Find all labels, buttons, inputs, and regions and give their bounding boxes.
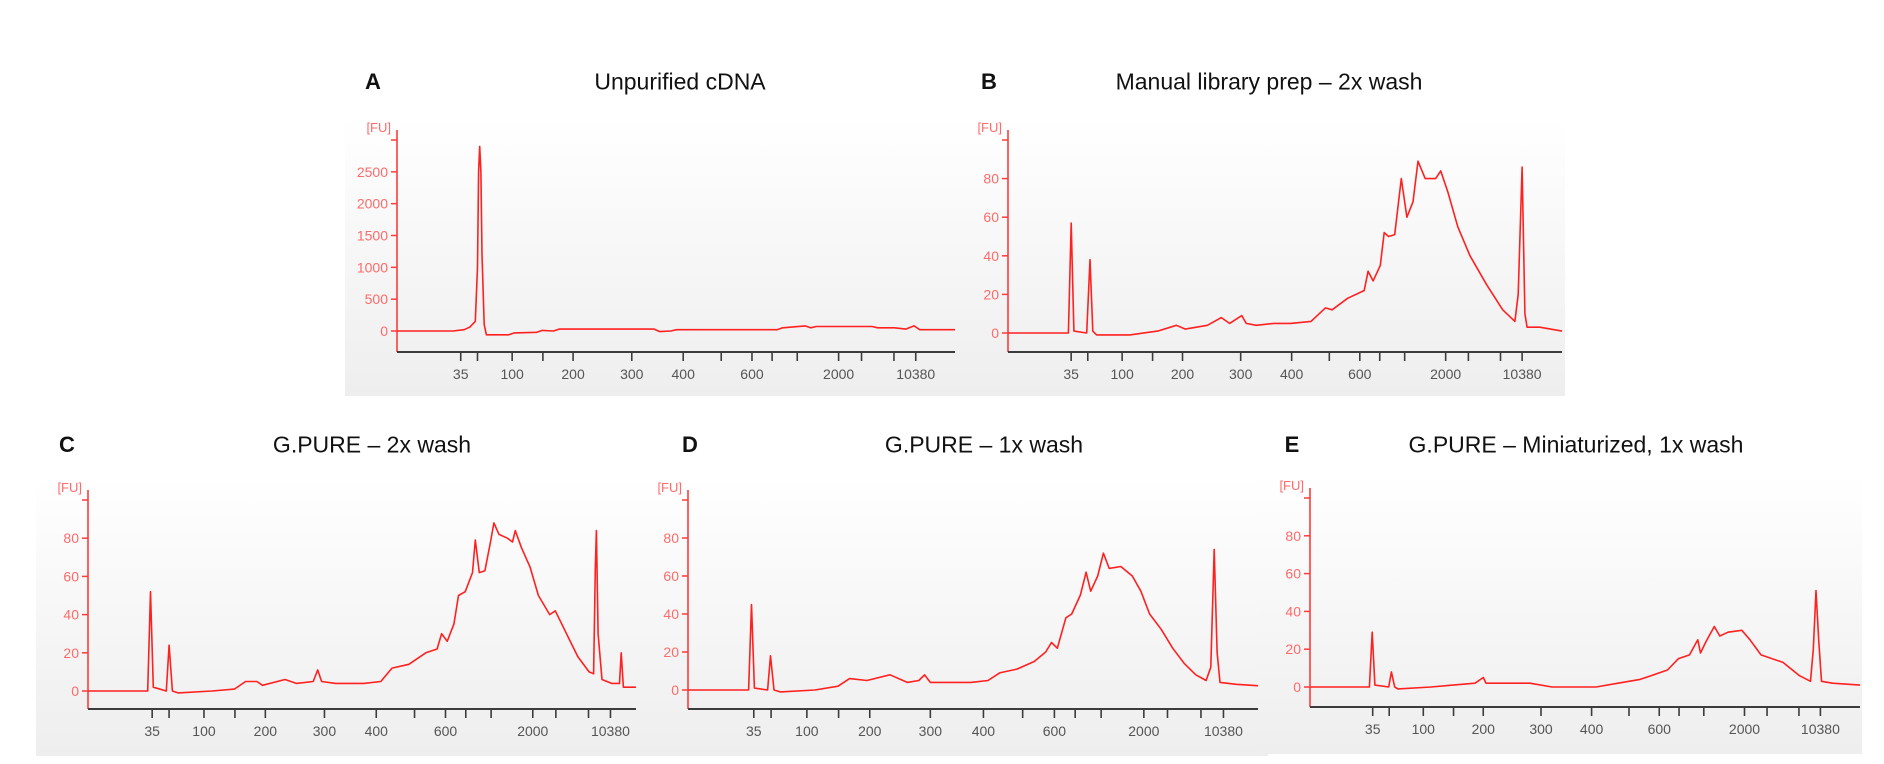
y-tick-label: 500 <box>365 291 389 307</box>
x-tick-label: 400 <box>972 723 996 739</box>
y-axis-label: [FU] <box>977 120 1002 135</box>
y-tick-label: 2500 <box>357 164 388 180</box>
y-tick-label: 20 <box>63 645 79 661</box>
x-tick-label: 300 <box>919 723 943 739</box>
x-tick-label: 10380 <box>896 366 935 382</box>
y-tick-label: 40 <box>983 248 999 264</box>
x-tick-label: 100 <box>500 366 524 382</box>
y-tick-label: 60 <box>663 568 679 584</box>
panel-label-e: E <box>1284 432 1300 457</box>
electropherogram-trace-e <box>1310 589 1861 690</box>
y-tick-label: 0 <box>71 683 79 699</box>
x-tick-label: 600 <box>740 366 764 382</box>
x-tick-label: 200 <box>1472 721 1496 737</box>
x-tick-label: 35 <box>144 723 160 739</box>
electropherogram-trace-c <box>88 522 651 694</box>
x-tick-label: 35 <box>1063 366 1079 382</box>
y-tick-label: 80 <box>1285 528 1301 544</box>
x-tick-label: 400 <box>672 366 696 382</box>
x-tick-label: 100 <box>1110 366 1134 382</box>
x-tick-label: 2000 <box>1128 723 1159 739</box>
panel-c: 0 20 40 60 80 [FU] 35 100 200 300 400 600 2000 10380 <box>36 476 656 756</box>
y-tick-label: 0 <box>671 682 679 698</box>
x-tick-label: 200 <box>858 723 882 739</box>
x-tick-label: 100 <box>1412 721 1436 737</box>
y-tick-label: 2000 <box>357 196 388 212</box>
plot-background <box>955 118 1565 396</box>
panel-e: 0 20 40 60 80 [FU] 35 100 200 300 400 600 2000 10380 <box>1258 474 1862 754</box>
y-axis-label: [FU] <box>57 480 82 495</box>
plot-background <box>636 476 1268 756</box>
x-tick-label: 2000 <box>517 723 548 739</box>
y-tick-label: 20 <box>663 644 679 660</box>
panel-a: 0 500 1000 1500 2000 2500 [FU] 35 100 200 300 400 60… <box>345 118 960 396</box>
electropherogram-trace-a <box>397 145 956 336</box>
electropherogram-trace-d <box>688 548 1266 693</box>
x-tick-label: 600 <box>434 723 458 739</box>
x-tick-label: 10380 <box>1204 723 1243 739</box>
y-tick-label: 80 <box>663 530 679 546</box>
y-tick-label: 80 <box>983 171 999 187</box>
panel-title-d: G.PURE – 1x wash <box>884 431 1084 458</box>
x-tick-label: 200 <box>254 723 278 739</box>
x-tick-label: 35 <box>1365 721 1381 737</box>
y-tick-label: 40 <box>663 606 679 622</box>
x-tick-label: 300 <box>313 723 337 739</box>
x-tick-label: 300 <box>1229 366 1253 382</box>
x-tick-label: 200 <box>1171 366 1195 382</box>
x-tick-label: 2000 <box>823 366 854 382</box>
y-tick-label: 1500 <box>357 228 388 244</box>
y-tick-label: 20 <box>983 286 999 302</box>
x-tick-label: 2000 <box>1729 721 1760 737</box>
x-tick-label: 10380 <box>591 723 630 739</box>
panel-title-b: Manual library prep – 2x wash <box>1115 68 1423 95</box>
y-tick-label: 60 <box>63 568 79 584</box>
x-tick-label: 100 <box>192 723 216 739</box>
panel-label-b: B <box>981 69 997 94</box>
y-tick-label: 60 <box>1285 566 1301 582</box>
x-tick-label: 10380 <box>1503 366 1542 382</box>
panel-title-e: G.PURE – Miniaturized, 1x wash <box>1408 431 1744 458</box>
x-tick-label: 35 <box>746 723 762 739</box>
plot-background <box>345 118 960 396</box>
y-axis-label: [FU] <box>366 120 391 135</box>
y-axis-label: [FU] <box>1279 478 1304 493</box>
plot-background <box>1258 474 1862 754</box>
panel-title-a: Unpurified cDNA <box>594 68 766 95</box>
electropherogram-trace-b <box>1008 160 1563 336</box>
panel-d: 0 20 40 60 80 [FU] 35 100 200 300 400 600 2000 10380 <box>636 476 1268 756</box>
x-tick-label: 600 <box>1348 366 1372 382</box>
y-tick-label: 1000 <box>357 259 388 275</box>
x-tick-label: 300 <box>1529 721 1553 737</box>
x-tick-label: 100 <box>795 723 819 739</box>
x-tick-label: 400 <box>1280 366 1304 382</box>
panel-label-a: A <box>365 69 381 94</box>
panel-title-c: G.PURE – 2x wash <box>272 431 472 458</box>
x-tick-label: 400 <box>1580 721 1604 737</box>
x-tick-label: 400 <box>365 723 389 739</box>
x-tick-label: 35 <box>453 366 469 382</box>
x-tick-label: 600 <box>1648 721 1672 737</box>
y-tick-label: 0 <box>380 323 388 339</box>
y-tick-label: 0 <box>1293 679 1301 695</box>
panel-b: 0 20 40 60 80 [FU] 35 100 200 300 400 600 2000 10380 <box>955 118 1565 396</box>
x-tick-label: 10380 <box>1801 721 1840 737</box>
x-tick-label: 200 <box>561 366 585 382</box>
x-tick-label: 2000 <box>1430 366 1461 382</box>
y-tick-label: 40 <box>1285 603 1301 619</box>
y-tick-label: 80 <box>63 530 79 546</box>
plot-background <box>36 476 656 756</box>
y-tick-label: 60 <box>983 209 999 225</box>
x-tick-label: 600 <box>1043 723 1067 739</box>
y-axis-label: [FU] <box>657 480 682 495</box>
y-tick-label: 40 <box>63 607 79 623</box>
panel-label-d: D <box>682 432 698 457</box>
y-tick-label: 20 <box>1285 641 1301 657</box>
y-tick-label: 0 <box>991 325 999 341</box>
panel-label-c: C <box>59 432 75 457</box>
x-tick-label: 300 <box>620 366 644 382</box>
